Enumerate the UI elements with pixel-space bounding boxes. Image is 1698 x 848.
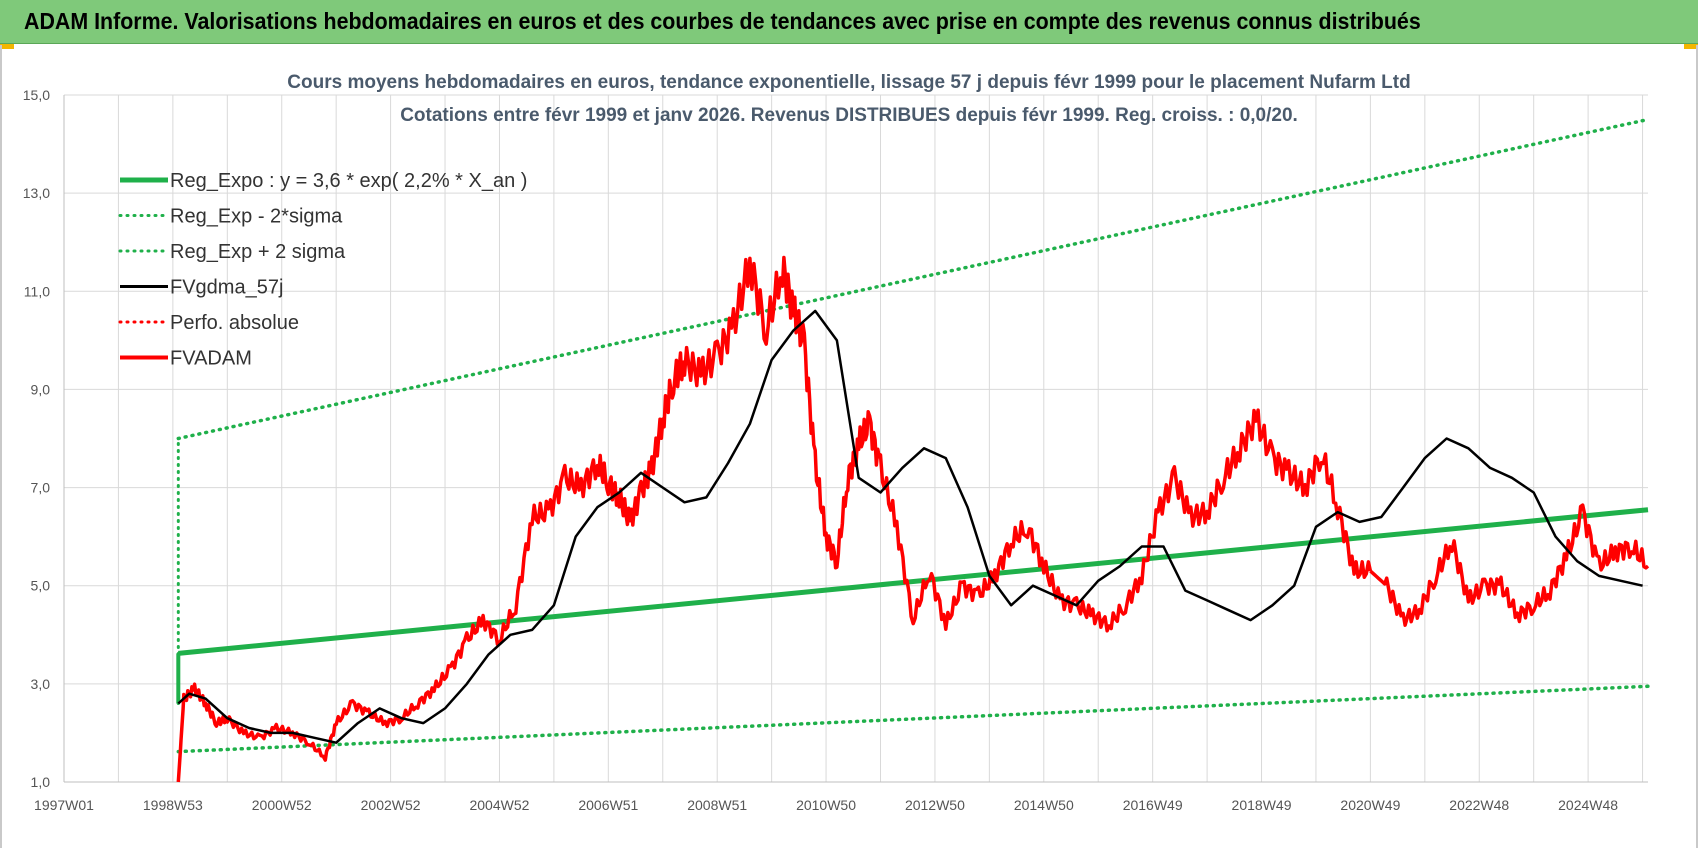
y-tick-label: 5,0 bbox=[31, 578, 51, 594]
x-tick-label: 2022W48 bbox=[1449, 797, 1509, 813]
x-tick-label: 2012W50 bbox=[905, 797, 965, 813]
legend-label: Reg_Expo : y = 3,6 * exp( 2,2% * X_an ) bbox=[170, 170, 527, 192]
series-reg-expo bbox=[178, 507, 1649, 656]
x-tick-label: 2004W52 bbox=[469, 797, 529, 813]
y-axis-ticks: 1,0 3,0 5,0 7,0 9,0 11,0 13,0 15,0 bbox=[23, 87, 50, 790]
series-reg-plus-2sigma bbox=[176, 117, 1650, 441]
chart-legend: Reg_Expo : y = 3,6 * exp( 2,2% * X_an ) R… bbox=[118, 170, 527, 370]
x-tick-label: 2002W52 bbox=[361, 797, 421, 813]
series-fvadam bbox=[176, 255, 1373, 783]
x-tick-label: 2024W48 bbox=[1558, 797, 1618, 813]
header-banner: ADAM Informe. Valorisations hebdomadaire… bbox=[0, 0, 1698, 44]
y-tick-label: 7,0 bbox=[31, 480, 51, 496]
y-tick-label: 1,0 bbox=[31, 774, 51, 790]
chart-frame bbox=[0, 45, 1698, 848]
chart-series bbox=[176, 117, 1650, 783]
y-tick-label: 15,0 bbox=[23, 87, 50, 103]
legend-label: Reg_Exp + 2 sigma bbox=[170, 241, 346, 263]
series-fvgdma-57j bbox=[177, 309, 1643, 744]
y-tick-label: 3,0 bbox=[31, 676, 51, 692]
corner-marker-left bbox=[0, 44, 14, 49]
x-tick-label: 2008W51 bbox=[687, 797, 747, 813]
legend-label: FVADAM bbox=[170, 348, 252, 370]
x-tick-label: 2000W52 bbox=[252, 797, 312, 813]
x-tick-label: 1998W53 bbox=[143, 797, 203, 813]
x-tick-label: 2010W50 bbox=[796, 797, 856, 813]
legend-label: Perfo. absolue bbox=[170, 312, 299, 334]
corner-marker-right bbox=[1684, 44, 1698, 49]
series-fvadam-end bbox=[1369, 503, 1650, 627]
banner-title: ADAM Informe. Valorisations hebdomadaire… bbox=[24, 8, 1421, 34]
x-tick-label: 1997W01 bbox=[34, 797, 94, 813]
x-tick-label: 2006W51 bbox=[578, 797, 638, 813]
x-tick-label: 2016W49 bbox=[1123, 797, 1183, 813]
legend-label: Reg_Exp - 2*sigma bbox=[170, 206, 343, 228]
x-axis-ticks: 1997W01 1998W53 2000W52 2002W52 2004W52 2006W… bbox=[34, 797, 1618, 813]
x-tick-label: 2018W49 bbox=[1232, 797, 1292, 813]
y-tick-label: 9,0 bbox=[31, 381, 51, 397]
legend-label: FVgdma_57j bbox=[170, 277, 283, 299]
x-tick-label: 2020W49 bbox=[1340, 797, 1400, 813]
y-tick-label: 13,0 bbox=[23, 185, 50, 201]
y-tick-label: 11,0 bbox=[24, 283, 50, 299]
series-reg-minus-2sigma bbox=[176, 684, 1650, 754]
chart-subtitle: Cotations entre févr 1999 et janv 2026. … bbox=[400, 105, 1298, 126]
chart-title: Cours moyens hebdomadaires en euros, ten… bbox=[287, 72, 1410, 93]
x-tick-label: 2014W50 bbox=[1014, 797, 1074, 813]
